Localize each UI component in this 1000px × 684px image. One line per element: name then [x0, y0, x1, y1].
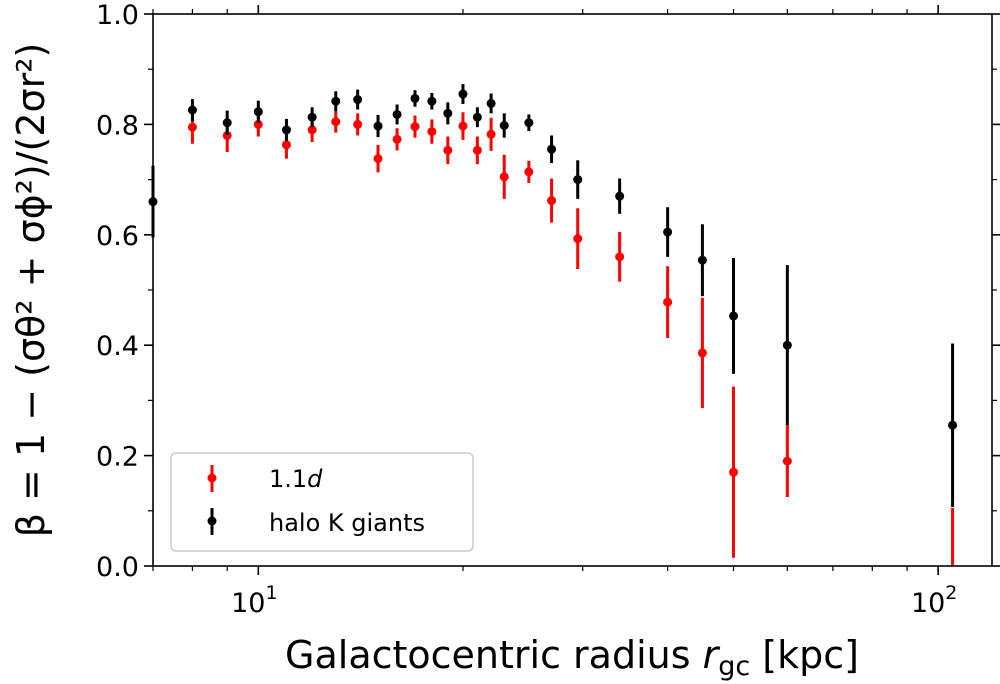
data-point [187, 105, 197, 115]
data-point [307, 112, 317, 122]
data-point [573, 175, 583, 185]
data-point [253, 107, 263, 117]
legend-marker [207, 516, 217, 526]
data-point [222, 118, 232, 128]
data-point [697, 255, 707, 265]
legend-label: halo K giants [269, 509, 425, 537]
data-point [782, 340, 792, 350]
data-point [729, 467, 739, 477]
data-point [615, 191, 625, 201]
legend: 1.1d halo K giants [170, 452, 474, 552]
data-point [353, 119, 363, 129]
data-point [458, 89, 468, 99]
legend-box [170, 452, 474, 552]
data-point [331, 117, 341, 127]
data-point [524, 118, 534, 128]
data-point [615, 252, 625, 262]
data-point [443, 108, 453, 118]
data-point [427, 127, 437, 137]
data-point [253, 119, 263, 129]
data-point [410, 93, 420, 103]
data-point [472, 145, 482, 155]
data-point [486, 129, 496, 139]
y-tick-label: 0.0 [96, 552, 139, 583]
data-point [392, 134, 402, 144]
data-point [443, 145, 453, 155]
data-point [948, 420, 958, 430]
y-tick-label: 0.8 [96, 110, 139, 141]
y-axis-title: β = 1 − (σθ² + σϕ²)/(2σr²) [9, 43, 53, 538]
data-point [373, 121, 383, 131]
data-point [697, 348, 707, 358]
data-point [782, 456, 792, 466]
data-point [281, 125, 291, 135]
data-point [547, 144, 557, 154]
legend-entry-halo-k-giants: halo K giants [207, 508, 425, 537]
y-tick-label: 0.6 [96, 221, 139, 252]
data-point [729, 311, 739, 321]
axis-ticks [144, 5, 1000, 575]
data-point [353, 95, 363, 105]
data-point [663, 297, 673, 307]
y-tick-label: 0.4 [96, 331, 139, 362]
y-tick-label: 0.2 [96, 442, 139, 473]
data-point [524, 167, 534, 177]
data-point [373, 154, 383, 164]
data-point [410, 122, 420, 132]
data-point [499, 172, 509, 182]
data-point [281, 140, 291, 150]
legend-label: 1.1d [269, 465, 323, 493]
data-point [499, 121, 509, 131]
data-point [547, 196, 557, 206]
data-point [486, 98, 496, 108]
x-tick-label: 102 [911, 582, 957, 619]
legend-entry-1-1d: 1.1d [207, 465, 323, 493]
data-point [427, 96, 437, 106]
y-tick-label: 1.0 [96, 0, 139, 31]
y-tick-labels: 0.0 0.2 0.4 0.6 0.8 1.0 [96, 0, 139, 583]
legend-marker [207, 473, 217, 483]
data-point [458, 121, 468, 131]
data-point [392, 109, 402, 119]
data-point [663, 227, 673, 237]
data-point [331, 96, 341, 106]
x-tick-labels: 101 102 [231, 582, 957, 619]
data-point [472, 112, 482, 122]
x-tick-label: 101 [231, 582, 277, 619]
series-1-1d [187, 110, 955, 566]
data-point [187, 122, 197, 132]
x-axis-title: Galactocentric radius rgc [kpc] [285, 633, 859, 682]
data-point [573, 234, 583, 244]
data-point [222, 130, 232, 140]
plot-frame [152, 13, 993, 567]
series-halo-k-giants [148, 84, 958, 507]
data-series [148, 84, 958, 566]
data-point [307, 125, 317, 135]
